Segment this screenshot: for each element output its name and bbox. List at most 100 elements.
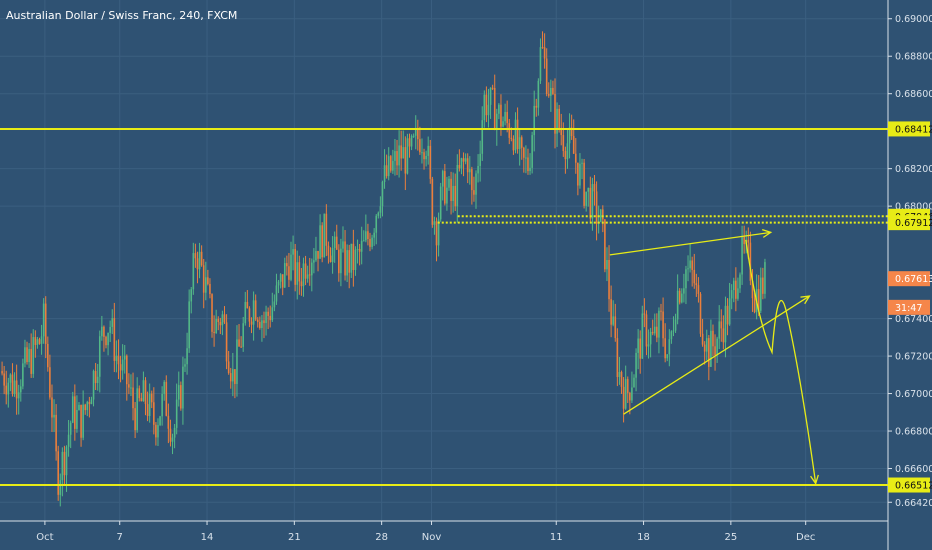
candle-down[interactable] [589,187,592,219]
candle-up[interactable] [585,191,587,206]
candle-up[interactable] [537,80,540,108]
candle-up[interactable] [741,236,743,275]
candle-down[interactable] [234,369,236,384]
candle-up[interactable] [452,185,454,201]
candle-up[interactable] [441,171,444,187]
candle-up[interactable] [468,169,471,173]
candle-up[interactable] [59,480,62,495]
candle-up[interactable] [163,381,166,394]
candle-down[interactable] [473,190,475,195]
candle-down[interactable] [610,299,612,325]
candle-up[interactable] [448,178,450,188]
candle-up[interactable] [387,156,390,177]
candle-up[interactable] [28,349,30,363]
candle-up[interactable] [36,339,39,345]
candle-down[interactable] [94,371,97,384]
candle-down[interactable] [408,138,411,147]
candle-up[interactable] [624,379,627,409]
candle-up[interactable] [375,215,378,233]
candle-up[interactable] [107,332,109,346]
candle-up[interactable] [67,434,70,447]
candle-down[interactable] [146,404,149,416]
candle-up[interactable] [587,187,590,192]
candle-down[interactable] [512,138,515,151]
candle-up[interactable] [279,274,282,282]
candle-down[interactable] [144,380,147,405]
candle-down[interactable] [26,347,28,363]
candle-down[interactable] [51,397,53,418]
candle-up[interactable] [171,437,174,442]
candle-down[interactable] [699,293,702,334]
candle-up[interactable] [518,137,521,150]
candle-up[interactable] [674,319,677,331]
candle-down[interactable] [259,322,261,329]
candle-up[interactable] [402,147,405,159]
candle-down[interactable] [419,139,421,153]
candle-down[interactable] [49,367,51,398]
candle-up[interactable] [529,167,531,172]
candle-down[interactable] [352,243,355,271]
candle-up[interactable] [381,181,384,207]
candle-down[interactable] [88,401,91,405]
candle-down[interactable] [298,262,301,282]
candle-down[interactable] [128,384,130,388]
candle-up[interactable] [69,422,72,435]
candle-up[interactable] [273,301,276,308]
candle-down[interactable] [3,373,5,386]
candle-down[interactable] [714,346,716,356]
candle-up[interactable] [204,277,207,293]
candle-up[interactable] [394,151,396,161]
candle-up[interactable] [92,371,95,400]
candle-up[interactable] [90,399,93,405]
candle-down[interactable] [202,265,205,293]
candle-up[interactable] [148,393,151,416]
candle-up[interactable] [175,399,178,428]
candle-up[interactable] [350,243,353,273]
candle-down[interactable] [520,137,523,148]
candle-down[interactable] [608,259,610,300]
candle-down[interactable] [155,424,157,438]
candle-down[interactable] [344,241,346,276]
candle-down[interactable] [367,231,369,240]
candle-down[interactable] [44,303,47,344]
candle-down[interactable] [267,311,269,316]
candle-up[interactable] [98,336,101,377]
candle-up[interactable] [177,385,180,400]
candle-down[interactable] [209,283,211,295]
candle-up[interactable] [504,111,506,122]
candle-down[interactable] [722,328,725,343]
candle-down[interactable] [103,326,105,337]
candle-down[interactable] [735,280,737,299]
candle-down[interactable] [491,87,494,89]
candle-up[interactable] [78,404,80,410]
candle-down[interactable] [300,281,303,287]
candle-up[interactable] [539,47,542,81]
candle-down[interactable] [660,310,662,312]
candle-down[interactable] [117,355,120,365]
candle-up[interactable] [346,250,348,276]
candle-up[interactable] [439,186,442,220]
candle-up[interactable] [17,392,20,399]
candle-down[interactable] [508,123,511,138]
candle-down[interactable] [708,338,710,367]
candle-up[interactable] [641,313,644,359]
candle-up[interactable] [591,184,594,219]
candle-up[interactable] [373,232,375,238]
candle-down[interactable] [211,294,213,332]
candle-up[interactable] [82,404,84,438]
candle-up[interactable] [666,354,669,359]
candle-down[interactable] [348,250,351,273]
candle-down[interactable] [250,321,253,325]
candle-down[interactable] [458,164,461,169]
candle-up[interactable] [716,338,718,356]
candle-down[interactable] [535,105,538,108]
candle-up[interactable] [271,307,274,321]
candle-down[interactable] [444,171,446,204]
candle-down[interactable] [757,289,760,311]
candle-up[interactable] [514,119,517,151]
candle-up[interactable] [9,374,12,383]
candle-up[interactable] [732,280,735,291]
candle-up[interactable] [670,331,673,340]
candle-down[interactable] [396,151,398,166]
candle-down[interactable] [435,221,438,246]
